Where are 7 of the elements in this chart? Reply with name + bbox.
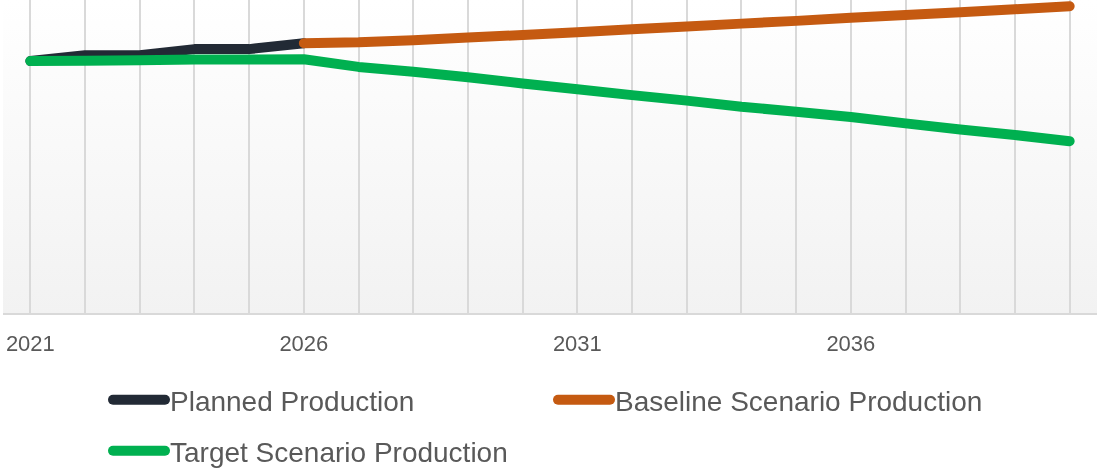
x-tick-label: 2036: [826, 331, 876, 357]
x-tick-label: 2031: [552, 331, 602, 357]
x-tick-label: 2026: [279, 331, 329, 357]
legend-label: Baseline Scenario Production: [615, 385, 983, 417]
legend-label: Target Scenario Production: [170, 436, 508, 468]
x-tick-label: 2021: [5, 331, 55, 357]
legend-label: Planned Production: [170, 385, 415, 417]
